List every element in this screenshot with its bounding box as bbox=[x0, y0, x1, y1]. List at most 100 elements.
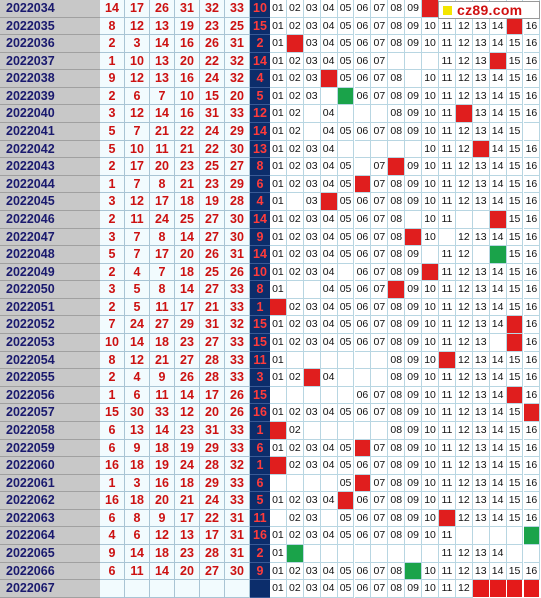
blue-trend-cell: 14 bbox=[489, 105, 507, 124]
red-ball-number: 31 bbox=[225, 545, 250, 563]
blue-trend-cell: 15 bbox=[506, 175, 524, 194]
blue-trend-cell bbox=[303, 123, 321, 141]
blue-trend-cell: 15 bbox=[506, 210, 524, 229]
blue-trend-cell: 12 bbox=[455, 439, 473, 458]
red-ball-number: 9 bbox=[125, 439, 150, 458]
blue-trend-cell bbox=[337, 369, 355, 387]
red-ball-number: 32 bbox=[225, 70, 250, 88]
blue-trend-cell: 09 bbox=[405, 175, 423, 194]
red-ball-number: 6 bbox=[125, 386, 150, 405]
table-row: 2022035 8 12 13 19 23 25 15 01 02 03 04 05 06 07 08 09 10… bbox=[0, 17, 541, 36]
blue-trend-cell bbox=[303, 105, 321, 124]
blue-trend-cell: 11 bbox=[439, 105, 456, 124]
blue-trend-cell: 06 bbox=[354, 123, 372, 141]
blue-trend-cell: 13 bbox=[472, 334, 490, 352]
blue-trend-cell: 04 bbox=[320, 140, 338, 159]
red-ball-number: 31 bbox=[225, 35, 250, 53]
red-ball-number: 22 bbox=[175, 123, 200, 141]
blue-trend-cell: 09 bbox=[405, 193, 423, 211]
blue-trend-cell: 06 bbox=[354, 70, 372, 88]
blue-trend-cell: 16 bbox=[523, 35, 541, 53]
red-ball-number: 4 bbox=[100, 527, 125, 545]
blue-trend-cell bbox=[337, 386, 355, 405]
blue-ball-number: 15 bbox=[250, 316, 270, 335]
table-row: 2022055 2 4 9 26 28 33 3 01 02 04 08 09 10 11 12 13 14 15 1… bbox=[0, 369, 541, 387]
table-row: 2022040 3 12 14 16 31 33 12 01 02 04 08 09 10 11 13 14 15… bbox=[0, 105, 541, 124]
blue-trend-cell: 12 bbox=[455, 263, 473, 282]
blue-trend-cell: 06 bbox=[354, 193, 372, 211]
blue-trend-cell: 12 bbox=[455, 140, 473, 159]
blue-trend-cell: 03 bbox=[303, 562, 321, 581]
blue-trend-cell: 07 bbox=[371, 474, 389, 493]
blue-trend-cell: 06 bbox=[354, 457, 372, 475]
blue-trend-cell: 16 bbox=[523, 509, 541, 528]
red-ball-number: 14 bbox=[125, 334, 150, 352]
blue-trend-cell: 03 bbox=[303, 439, 321, 458]
red-ball-number: 18 bbox=[125, 492, 150, 510]
blue-trend-cell: 01 bbox=[270, 193, 287, 211]
blue-trend-cell: 04 bbox=[320, 246, 338, 264]
blue-trend-cell: 09 bbox=[405, 404, 423, 422]
blue-trend-cell: 07 bbox=[371, 580, 389, 598]
blue-trend-cell: 10 bbox=[422, 210, 439, 229]
red-ball-number: 11 bbox=[125, 210, 150, 229]
red-ball-number: 11 bbox=[150, 140, 175, 159]
blue-ball-number: 14 bbox=[250, 246, 270, 264]
red-ball-number: 18 bbox=[175, 263, 200, 282]
blue-trend-cell: 05 bbox=[337, 123, 355, 141]
red-ball-number: 33 bbox=[225, 105, 250, 124]
blue-trend-cell: 13 bbox=[472, 35, 490, 53]
blue-trend-cell: 14 bbox=[489, 509, 507, 528]
blue-trend-cell: 01 bbox=[270, 404, 287, 422]
blue-trend-cell bbox=[422, 52, 439, 71]
red-ball-number: 27 bbox=[200, 281, 225, 299]
blue-trend-cell: 12 bbox=[455, 298, 473, 317]
red-ball-number: 30 bbox=[225, 140, 250, 159]
blue-trend-cell: 01 bbox=[270, 175, 287, 194]
period-number: 2022044 bbox=[0, 175, 100, 194]
blue-trend-cell: 03 bbox=[303, 246, 321, 264]
blue-trend-cell: 16 bbox=[523, 316, 541, 335]
blue-trend-cell: 04 bbox=[320, 562, 338, 581]
period-number: 2022059 bbox=[0, 439, 100, 458]
table-row: 2022063 6 8 9 17 22 31 11 02 03 05 06 07 08 09 10 12 13 14… bbox=[0, 509, 541, 528]
red-ball-number bbox=[100, 580, 125, 598]
blue-trend-cell: 11 bbox=[439, 123, 456, 141]
blue-trend-cell: 14 bbox=[489, 175, 507, 194]
blue-ball-number: 10 bbox=[250, 0, 270, 18]
red-ball-number: 10 bbox=[125, 140, 150, 159]
red-ball-number: 25 bbox=[200, 263, 225, 282]
blue-trend-cell: 08 bbox=[388, 0, 406, 18]
blue-trend-cell: 14 bbox=[489, 492, 507, 510]
blue-trend-cell: 16 bbox=[523, 87, 541, 106]
blue-trend-cell: 08 bbox=[388, 35, 406, 53]
blue-trend-cell: 16 bbox=[523, 70, 541, 88]
blue-trend-cell: 03 bbox=[303, 492, 321, 510]
blue-trend-cell bbox=[337, 263, 355, 282]
red-ball-number: 7 bbox=[150, 263, 175, 282]
blue-trend-cell: 16 bbox=[523, 386, 541, 405]
red-ball-number: 3 bbox=[100, 105, 125, 124]
red-ball-number: 28 bbox=[200, 457, 225, 475]
blue-trend-cell: 04 bbox=[320, 316, 338, 335]
blue-trend-cell: 09 bbox=[405, 457, 423, 475]
blue-trend-cell bbox=[270, 509, 287, 528]
blue-trend-cell: 08 bbox=[388, 228, 406, 247]
blue-trend-cell: 12 bbox=[455, 316, 473, 335]
table-row: 2022058 6 13 14 23 31 33 1 02 08 09 10 11 12 13 14 15 16 bbox=[0, 421, 541, 440]
red-ball-number: 26 bbox=[225, 386, 250, 405]
blue-trend-cell: 10 bbox=[422, 35, 439, 53]
prediction-marker bbox=[472, 580, 490, 598]
blue-trend-cell: 06 bbox=[354, 316, 372, 335]
blue-trend-cell: 14 bbox=[489, 228, 507, 247]
blue-ball-number: 1 bbox=[250, 298, 270, 317]
blue-trend-cell: 05 bbox=[337, 316, 355, 335]
blue-trend-cell: 13 bbox=[472, 457, 490, 475]
site-logo[interactable]: cz89.com bbox=[438, 1, 540, 19]
blue-trend-cell: 07 bbox=[371, 52, 389, 71]
red-ball-number: 2 bbox=[100, 35, 125, 53]
blue-trend-cell: 04 bbox=[320, 175, 338, 194]
blue-trend-cell: 01 bbox=[270, 35, 287, 53]
table-row: 2022046 2 11 24 25 27 30 14 01 02 03 04 05 06 07 08 10 11… bbox=[0, 210, 541, 229]
blue-trend-cell: 16 bbox=[523, 351, 541, 370]
